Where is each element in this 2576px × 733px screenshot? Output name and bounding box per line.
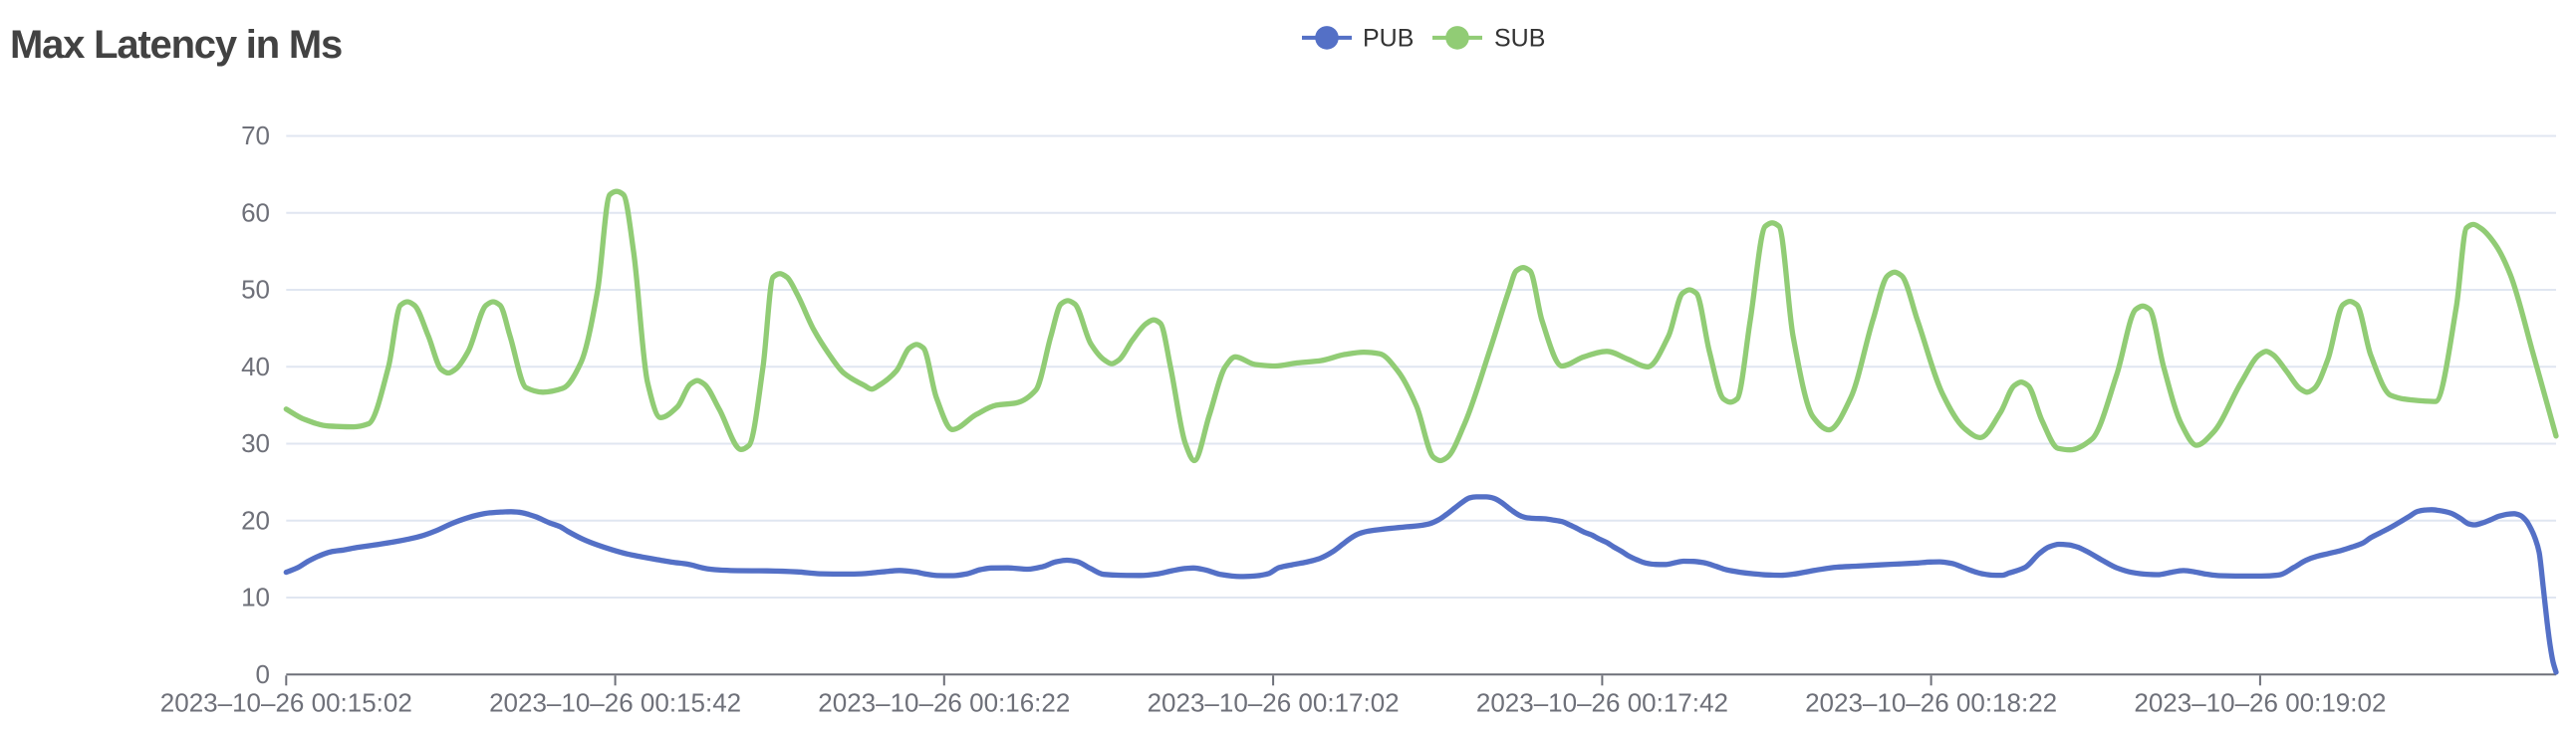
svg-text:50: 50 <box>241 275 270 305</box>
svg-text:60: 60 <box>241 197 270 227</box>
svg-text:SUB: SUB <box>1494 25 1545 53</box>
svg-text:2023–10–26 00:17:02: 2023–10–26 00:17:02 <box>1148 688 1400 718</box>
svg-text:40: 40 <box>241 352 270 381</box>
svg-text:2023–10–26 00:16:22: 2023–10–26 00:16:22 <box>818 688 1070 718</box>
svg-text:10: 10 <box>241 583 270 612</box>
svg-text:20: 20 <box>241 505 270 535</box>
svg-text:2023–10–26 00:19:02: 2023–10–26 00:19:02 <box>2134 688 2386 718</box>
svg-text:30: 30 <box>241 428 270 458</box>
svg-text:2023–10–26 00:18:22: 2023–10–26 00:18:22 <box>1805 688 2057 718</box>
svg-text:2023–10–26 00:15:42: 2023–10–26 00:15:42 <box>489 688 741 718</box>
svg-text:PUB: PUB <box>1363 25 1414 53</box>
svg-text:0: 0 <box>256 659 270 689</box>
svg-text:2023–10–26 00:17:42: 2023–10–26 00:17:42 <box>1476 688 1728 718</box>
svg-text:2023–10–26 00:15:02: 2023–10–26 00:15:02 <box>160 688 412 718</box>
svg-text:70: 70 <box>241 121 270 150</box>
